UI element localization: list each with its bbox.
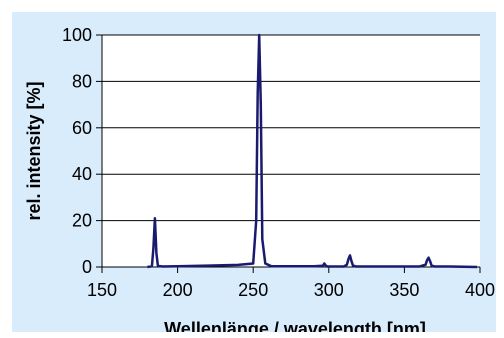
spectrum-line <box>147 33 478 269</box>
x-tick-label: 350 <box>389 280 419 300</box>
x-tick-label: 300 <box>314 280 344 300</box>
x-tick-label: 200 <box>163 280 193 300</box>
x-tick-label: 400 <box>465 280 495 300</box>
x-axis-label: Wellenlänge / wavelength [nm] <box>164 319 426 332</box>
chart-panel: 0 20 40 60 80 100 150 200 250 300 350 400 rel. int… <box>12 12 496 332</box>
y-tick-label: 0 <box>82 257 92 277</box>
y-tick-label: 40 <box>72 164 92 184</box>
y-tick-labels: 0 20 40 60 80 100 <box>62 25 92 277</box>
y-tick-label: 20 <box>72 211 92 231</box>
y-tick-label: 80 <box>72 71 92 91</box>
x-tick-labels: 150 200 250 300 350 400 <box>87 280 495 300</box>
gridlines <box>96 34 481 273</box>
x-tick-label: 150 <box>87 280 117 300</box>
y-tick-label: 60 <box>72 118 92 138</box>
y-tick-label: 100 <box>62 25 92 45</box>
y-axis-label: rel. intensity [%] <box>24 81 44 220</box>
x-tick-label: 250 <box>238 280 268 300</box>
line-chart: 0 20 40 60 80 100 150 200 250 300 350 400 rel. int… <box>24 25 495 332</box>
plot-area <box>102 35 480 267</box>
